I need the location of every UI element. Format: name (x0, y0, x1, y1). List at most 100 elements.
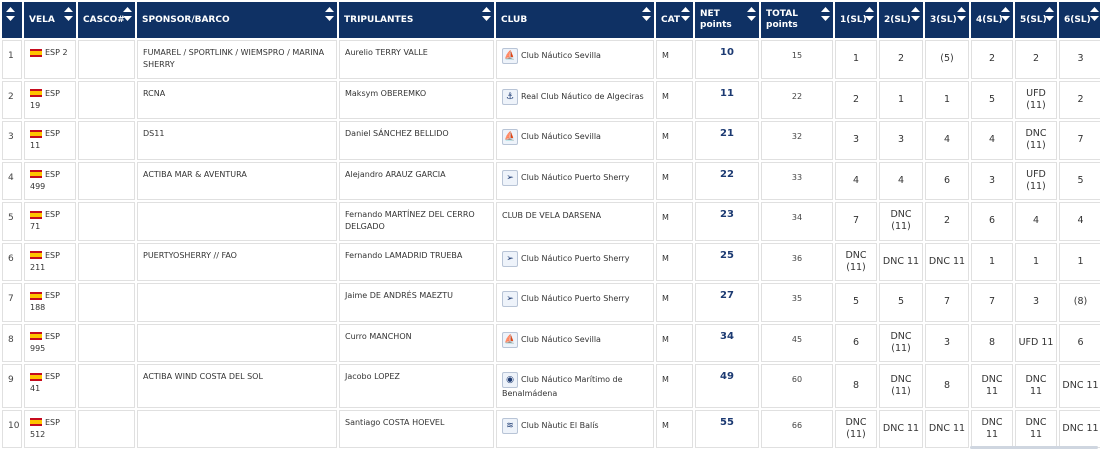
race-2-score-cell: DNC 11 (879, 242, 923, 281)
column-header-cat[interactable]: CAT (656, 2, 693, 38)
club-cell[interactable]: ◉ Club Náutico Marítimo de Benalmádena (496, 364, 654, 408)
category-cell: M (656, 283, 693, 322)
column-header-sponsor[interactable]: SPONSOR/BARCO (137, 2, 337, 38)
sort-up-down-icon[interactable] (821, 7, 830, 21)
sail-number: ESP 41 (30, 372, 60, 393)
race-3-score-cell: 1 (925, 80, 969, 119)
crew-cell: Jacobo LOPEZ (339, 364, 494, 408)
table-row[interactable]: 4 ESP 499 ACTIBA MAR & AVENTURA Alejandro A… (2, 161, 1100, 200)
table-row[interactable]: 3 ESP 11 DS11 Daniel SÁNCHEZ BELLIDO ⛵ Club N… (2, 121, 1100, 160)
race-1-score-cell: 1 (835, 40, 877, 79)
crew-cell: Curro MANCHON (339, 323, 494, 362)
sponsor-cell: ACTIBA MAR & AVENTURA (137, 161, 337, 200)
horizontal-scrollbar[interactable] (970, 446, 1098, 449)
sail-number: ESP 211 (30, 250, 60, 272)
rank-cell: 10 (2, 409, 22, 448)
club-name: Club Náutico Sevilla (521, 334, 601, 344)
column-header-net[interactable]: NET points (695, 2, 759, 38)
race-1-score-cell: 6 (835, 323, 877, 362)
club-cell[interactable]: ⚓ Real Club Náutico de Algeciras (496, 80, 654, 119)
column-header-club[interactable]: CLUB (496, 2, 654, 38)
race-3-score-cell: 4 (925, 121, 969, 160)
column-header-race-6[interactable]: 6(SL) (1059, 2, 1100, 38)
column-header-race-2[interactable]: 2(SL) (879, 2, 923, 38)
race-6-score-cell: 6 (1059, 323, 1100, 362)
club-cell[interactable]: ➢ Club Náutico Puerto Sherry (496, 161, 654, 200)
hull-cell (78, 242, 135, 281)
sort-up-down-icon[interactable] (747, 7, 756, 21)
sort-up-down-icon[interactable] (123, 7, 132, 21)
sail-number: ESP 19 (30, 88, 60, 110)
total-points-cell: 32 (761, 121, 833, 160)
table-row[interactable]: 8 ESP 995 Curro MANCHON ⛵ Club Náutico Sevil… (2, 323, 1100, 362)
sort-up-down-icon[interactable] (1090, 7, 1099, 21)
club-cell[interactable]: ⛵ Club Náutico Sevilla (496, 323, 654, 362)
race-6-score-cell: 5 (1059, 161, 1100, 200)
table-row[interactable]: 2 ESP 19 RCNA Maksym OBEREMKO ⚓ Real Club Náu… (2, 80, 1100, 119)
sort-up-down-icon[interactable] (911, 7, 920, 21)
column-header-race-4[interactable]: 4(SL) (971, 2, 1013, 38)
race-5-score-cell: 2 (1015, 40, 1057, 79)
race-4-score-cell: 1 (971, 242, 1013, 281)
club-cell[interactable]: CLUB DE VELA DARSENA (496, 202, 654, 241)
club-cell[interactable]: ➢ Club Náutico Puerto Sherry (496, 283, 654, 322)
sort-up-down-icon[interactable] (957, 7, 966, 21)
column-header-race-5[interactable]: 5(SL) (1015, 2, 1057, 38)
column-header-label: VELA (29, 14, 55, 25)
net-points-cell: 49 (695, 364, 759, 408)
column-header-casco[interactable]: CASCO# (78, 2, 135, 38)
column-header-label: 1(SL) (840, 14, 867, 25)
sort-up-down-icon[interactable] (6, 7, 15, 21)
hull-cell (78, 323, 135, 362)
category-cell: M (656, 242, 693, 281)
race-1-score-cell: 5 (835, 283, 877, 322)
race-4-score-cell: 6 (971, 202, 1013, 241)
race-4-score-cell: 4 (971, 121, 1013, 160)
race-5-score-cell: UFD 11 (1015, 323, 1057, 362)
sponsor-cell (137, 323, 337, 362)
column-header-vela[interactable]: VELA (24, 2, 76, 38)
sort-up-down-icon[interactable] (1001, 7, 1010, 21)
table-row[interactable]: 10 ESP 512 Santiago COSTA HOEVEL ≋ Club Nàut… (2, 409, 1100, 448)
table-row[interactable]: 5 ESP 71 Fernando MARTÍNEZ DEL CERRO DELGA… (2, 202, 1100, 241)
rank-cell: 8 (2, 323, 22, 362)
race-4-score-cell: 7 (971, 283, 1013, 322)
race-5-score-cell: DNC 11 (1015, 364, 1057, 408)
club-name: Club Náutico Puerto Sherry (521, 294, 630, 303)
sort-up-down-icon[interactable] (64, 7, 73, 21)
column-header-total[interactable]: TOTAL points (761, 2, 833, 38)
race-3-score-cell: 6 (925, 161, 969, 200)
table-row[interactable]: 6 ESP 211 PUERTYOSHERRY // FAO Fernando LAM… (2, 242, 1100, 281)
sail-number: ESP 188 (30, 291, 60, 312)
sponsor-cell (137, 283, 337, 322)
sort-up-down-icon[interactable] (1045, 7, 1054, 21)
table-row[interactable]: 9 ESP 41 ACTIBA WIND COSTA DEL SOL Jacobo L… (2, 364, 1100, 408)
sort-up-down-icon[interactable] (681, 7, 690, 21)
sort-up-down-icon[interactable] (642, 7, 651, 21)
spain-flag-icon (30, 332, 42, 340)
sail-number-cell: ESP 512 (24, 409, 76, 448)
club-cell[interactable]: ⛵ Club Náutico Sevilla (496, 40, 654, 79)
crew-cell: Santiago COSTA HOEVEL (339, 409, 494, 448)
sail-number: ESP 499 (30, 169, 60, 191)
column-header-label: SPONSOR/BARCO (142, 14, 230, 25)
club-nautico-maritimo-benalmadena-logo: ◉ (502, 372, 518, 388)
race-6-score-cell: DNC 11 (1059, 409, 1100, 448)
sort-up-down-icon[interactable] (482, 7, 491, 21)
sort-up-down-icon[interactable] (865, 7, 874, 21)
column-header-race-3[interactable]: 3(SL) (925, 2, 969, 38)
table-row[interactable]: 1 ESP 2 FUMAREL / SPORTLINK / WIEMSPRO / M… (2, 40, 1100, 79)
column-header-race-1[interactable]: 1(SL) (835, 2, 877, 38)
column-header-rank[interactable] (2, 2, 22, 38)
club-cell[interactable]: ⛵ Club Náutico Sevilla (496, 121, 654, 160)
total-points-cell: 15 (761, 40, 833, 79)
club-name: CLUB DE VELA DARSENA (502, 211, 602, 220)
crew-cell: Maksym OBEREMKO (339, 80, 494, 119)
column-header-crew[interactable]: TRIPULANTES (339, 2, 494, 38)
total-points-cell: 33 (761, 161, 833, 200)
club-cell[interactable]: ≋ Club Nàutic El Balís (496, 409, 654, 448)
sort-up-down-icon[interactable] (325, 7, 334, 21)
club-cell[interactable]: ➢ Club Náutico Puerto Sherry (496, 242, 654, 281)
table-row[interactable]: 7 ESP 188 Jaime DE ANDRÉS MAEZTU ➢ Club Náut… (2, 283, 1100, 322)
